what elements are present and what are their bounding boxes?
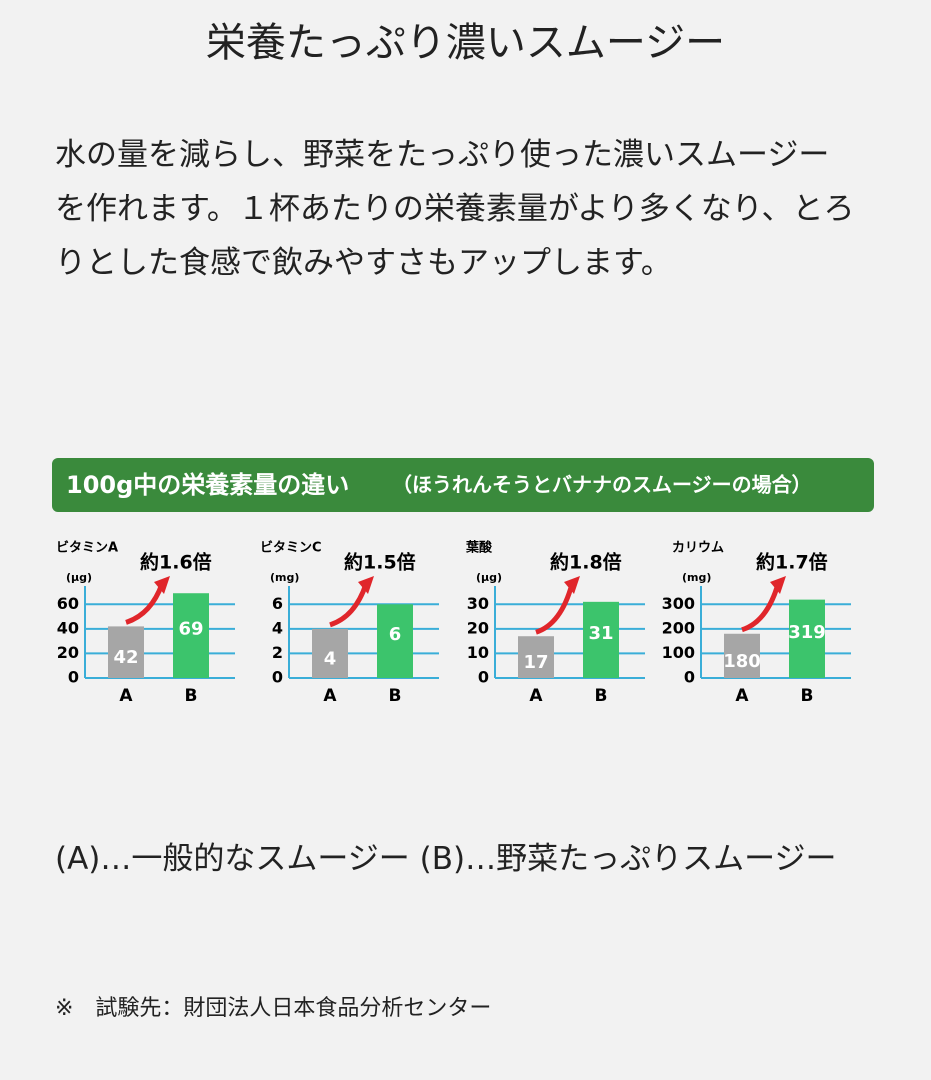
bar xyxy=(377,604,413,678)
x-tick-label: B xyxy=(185,686,198,706)
unit-label: (μg) xyxy=(476,571,502,584)
x-tick-label: A xyxy=(119,686,133,706)
banner xyxy=(52,458,874,512)
arrow xyxy=(535,583,575,635)
x-tick-label: B xyxy=(389,686,402,706)
arrow-head xyxy=(358,576,374,594)
value-label: 69 xyxy=(178,619,203,640)
y-tick-label: 20 xyxy=(467,618,489,637)
y-tick-label: 300 xyxy=(662,594,695,613)
x-tick-label: A xyxy=(323,686,337,706)
y-tick-label: 100 xyxy=(662,643,695,662)
value-label: 319 xyxy=(788,622,826,643)
value-label: 6 xyxy=(389,624,402,645)
arrow xyxy=(125,583,165,625)
footnote: ※ 試験先：財団法人日本食品分析センター xyxy=(55,996,492,1021)
y-tick-label: 2 xyxy=(272,643,283,662)
bar xyxy=(583,601,619,678)
bar xyxy=(108,626,144,678)
x-tick-label: A xyxy=(735,686,749,706)
x-tick-label: B xyxy=(801,686,814,706)
y-tick-label: 20 xyxy=(57,643,79,662)
page-title: 栄養たっぷり濃いスムージー xyxy=(205,20,726,66)
chart-title: ビタミンC xyxy=(260,540,322,556)
y-tick-label: 60 xyxy=(57,594,79,613)
unit-label: (mg) xyxy=(270,571,299,584)
y-tick-label: 6 xyxy=(272,594,283,613)
bar xyxy=(518,636,554,678)
x-tick-label: A xyxy=(529,686,543,706)
unit-label: (μg) xyxy=(66,571,92,584)
arrow xyxy=(741,583,781,633)
chart-title: ビタミンA xyxy=(56,540,118,556)
y-tick-label: 0 xyxy=(272,668,283,687)
chart-title: カリウム xyxy=(672,541,724,556)
x-tick-label: B xyxy=(595,686,608,706)
arrow xyxy=(329,583,369,628)
annotation: 約1.5倍 xyxy=(344,551,416,574)
banner-subtitle: （ほうれんそうとバナナのスムージーの場合） xyxy=(392,473,812,497)
bar xyxy=(789,599,825,678)
charts: 100g中の栄養素量の違い （ほうれんそうとバナナのスムージーの場合） ビタミン… xyxy=(52,458,874,706)
arrow-head xyxy=(770,576,786,594)
y-tick-label: 4 xyxy=(272,618,283,637)
banner-title: 100g中の栄養素量の違い xyxy=(66,471,349,499)
arrow-head xyxy=(564,576,580,594)
y-tick-label: 200 xyxy=(662,618,695,637)
y-tick-label: 30 xyxy=(467,594,489,613)
value-label: 31 xyxy=(588,623,613,644)
chart-title: 葉酸 xyxy=(465,540,493,556)
legend-note: (A)…一般的なスムージー (B)…野菜たっぷりスムージー xyxy=(55,841,837,877)
intro-text: 水の量を減らし、野菜をたっぷり使った濃いスムージーを作れます。１杯あたりの栄養素… xyxy=(55,137,855,281)
y-tick-label: 40 xyxy=(57,618,79,637)
bar xyxy=(173,593,209,678)
bar xyxy=(312,628,348,678)
y-tick-label: 0 xyxy=(478,668,489,687)
value-label: 42 xyxy=(113,647,138,668)
value-label: 17 xyxy=(523,652,548,673)
arrow-head xyxy=(154,576,170,594)
value-label: 4 xyxy=(324,648,337,669)
annotation: 約1.7倍 xyxy=(756,551,828,574)
y-tick-label: 10 xyxy=(467,643,489,662)
annotation: 約1.6倍 xyxy=(140,551,212,574)
value-label: 180 xyxy=(723,651,761,672)
unit-label: (mg) xyxy=(682,571,711,584)
y-tick-label: 0 xyxy=(684,668,695,687)
annotation: 約1.8倍 xyxy=(550,551,622,574)
y-tick-label: 0 xyxy=(68,668,79,687)
bar xyxy=(724,633,760,678)
